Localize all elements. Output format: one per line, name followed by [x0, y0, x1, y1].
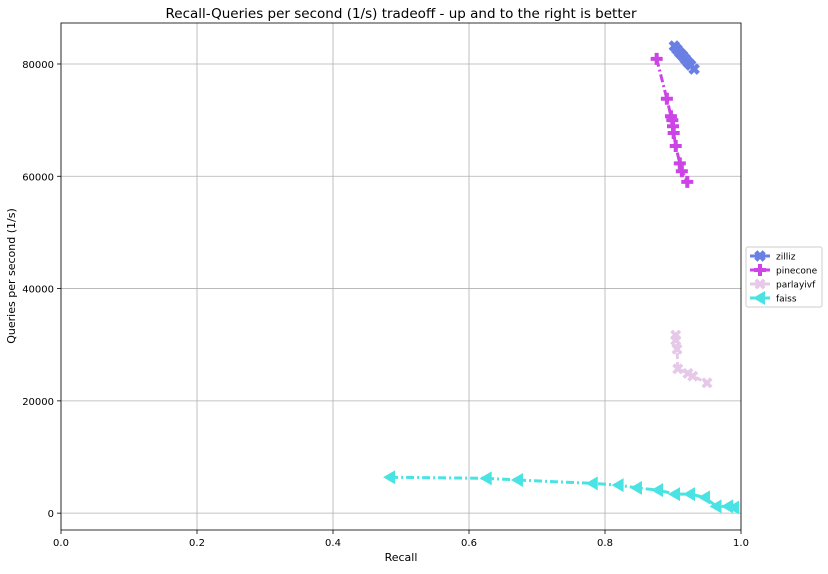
data-point-faiss	[651, 483, 664, 498]
legend-label-parlayivf: parlayivf	[776, 281, 816, 291]
legend-marker-zilliz-shape	[754, 250, 766, 262]
x-tick-label: 0.8	[597, 538, 613, 549]
data-point-parlayivf	[701, 377, 713, 389]
data-point-pinecone	[667, 127, 680, 140]
data-point-parlayivf	[672, 363, 684, 375]
data-point-faiss	[629, 480, 642, 495]
legend-label-zilliz: zilliz	[776, 253, 796, 263]
data-point-parlayivf-shape	[672, 363, 684, 375]
series-line-faiss	[390, 475, 735, 510]
data-point-faiss	[585, 476, 598, 491]
data-point-parlayivf	[671, 343, 683, 355]
legend-label-faiss: faiss	[776, 295, 797, 305]
data-point-pinecone	[673, 157, 686, 170]
series-zilliz	[668, 40, 700, 75]
data-point-zilliz	[688, 63, 700, 75]
data-point-faiss	[510, 473, 523, 488]
y-axis-label: Queries per second (1/s)	[5, 208, 18, 344]
x-tick-label: 0.2	[189, 538, 205, 549]
x-tick-label: 0.6	[461, 538, 477, 549]
x-tick-label: 0.0	[53, 538, 69, 549]
data-point-pinecone	[666, 114, 679, 127]
data-point-parlayivf-shape	[670, 334, 682, 346]
data-point-pinecone	[650, 52, 663, 65]
legend-marker-zilliz	[754, 250, 766, 262]
series-pinecone	[650, 52, 694, 188]
data-point-faiss	[727, 500, 740, 515]
y-tick-label: 0	[48, 509, 54, 520]
data-point-faiss	[611, 478, 624, 493]
data-point-faiss	[683, 487, 695, 502]
y-tick-label: 60000	[22, 172, 54, 183]
y-tick-label: 80000	[22, 60, 54, 71]
data-point-parlayivf-shape	[701, 377, 713, 389]
data-point-faiss	[709, 499, 722, 514]
legend-marker-pinecone	[754, 264, 766, 276]
series-parlayivf	[670, 329, 713, 389]
chart-title: Recall-Queries per second (1/s) tradeoff…	[165, 6, 636, 22]
legend-marker-parlayivf	[754, 278, 766, 290]
data-point-faiss	[697, 490, 710, 505]
x-axis-label: Recall	[385, 551, 418, 564]
x-tick-label: 0.4	[325, 538, 341, 549]
data-point-zilliz-shape	[688, 63, 700, 75]
plot-frame	[60, 22, 742, 531]
data-point-parlayivf-shape	[687, 370, 699, 382]
x-tick-label: 1.0	[733, 538, 749, 549]
legend-marker-parlayivf-shape	[754, 278, 766, 290]
series-line-pinecone	[655, 58, 689, 183]
series-faiss	[383, 470, 740, 515]
data-point-faiss	[668, 487, 681, 502]
data-point-pinecone	[681, 175, 694, 188]
legend-marker-faiss	[753, 291, 765, 305]
legend: zilliz pinecone parlayivf faiss	[745, 246, 823, 308]
data-point-pinecone	[667, 120, 679, 133]
data-point-parlayivf	[670, 334, 682, 346]
data-point-parlayivf-shape	[671, 343, 683, 355]
data-point-faiss	[479, 471, 492, 486]
data-point-faiss	[383, 470, 396, 485]
data-point-faiss	[721, 499, 734, 514]
data-point-pinecone	[669, 139, 682, 152]
y-tick-label: 20000	[22, 397, 54, 408]
data-point-pinecone	[660, 92, 673, 105]
legend-label-pinecone: pinecone	[776, 267, 818, 277]
data-point-pinecone	[675, 165, 688, 178]
y-tick-label: 40000	[22, 285, 54, 296]
data-point-parlayivf	[687, 370, 699, 382]
